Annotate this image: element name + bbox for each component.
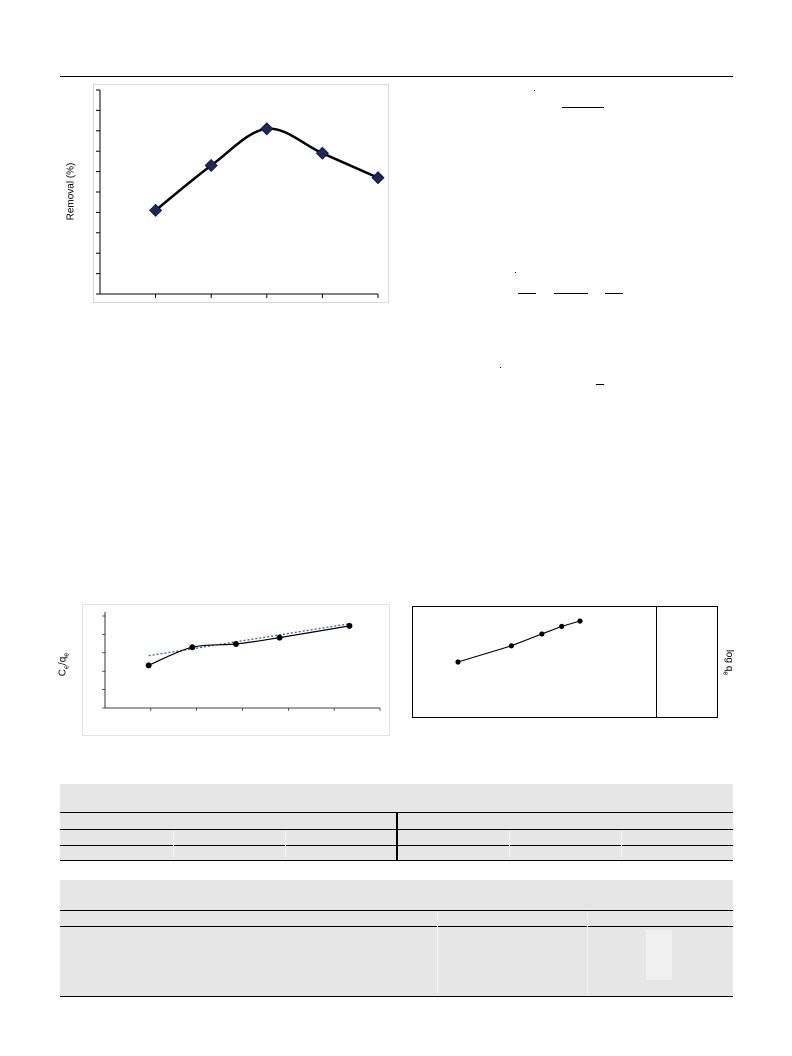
langmuir-chart-frame [82, 604, 390, 736]
equation-fraction-bar [554, 293, 588, 294]
table2-col-divider [437, 911, 438, 996]
equation-fraction-bar [518, 293, 536, 294]
equation-fraction-bar [596, 384, 604, 385]
removal-data-point [371, 171, 385, 185]
equation-fraction-bar [562, 107, 604, 108]
table1-center-divider [396, 812, 398, 861]
freundlich-chart [455, 618, 583, 665]
table2-rule [60, 910, 733, 911]
equation-dot [500, 367, 501, 368]
table2-caption-band [60, 880, 733, 910]
equation-dot [515, 272, 516, 273]
removal-data-point [149, 203, 163, 217]
langmuir-data-point [145, 662, 152, 669]
header-rule [60, 76, 733, 77]
removal-chart [96, 89, 385, 298]
langmuir-data-point [346, 622, 353, 629]
freundlich-chart-divider [656, 606, 657, 717]
table1-col-divider [621, 830, 622, 860]
langmuir-data-point [232, 641, 239, 647]
freundlich-data-point [539, 631, 545, 637]
freundlich-data-point [577, 618, 583, 624]
freundlich-data-point [455, 659, 461, 665]
table2-col-divider [587, 911, 588, 996]
table2-rule [60, 926, 733, 927]
table2-rule [60, 996, 733, 997]
langmuir-data-point [189, 644, 196, 651]
table2-highlight-cell [646, 930, 672, 980]
removal-chart-frame [93, 84, 389, 303]
equation-dot [534, 90, 535, 91]
removal-data-point [315, 146, 329, 160]
equation-fraction-bar [605, 293, 623, 294]
table1-caption-band [60, 784, 733, 812]
table1-col-divider [509, 830, 510, 860]
table2-body [60, 910, 733, 996]
freundlich-data-point [559, 623, 565, 629]
table1-col-divider [285, 830, 286, 860]
freundlich-data-point [508, 643, 514, 649]
langmuir-chart [102, 612, 381, 711]
table1-col-divider [173, 830, 174, 860]
freundlich-chart-frame [412, 606, 718, 718]
langmuir-data-point [276, 634, 283, 641]
removal-data-point [260, 122, 274, 136]
removal-data-point [204, 158, 218, 173]
